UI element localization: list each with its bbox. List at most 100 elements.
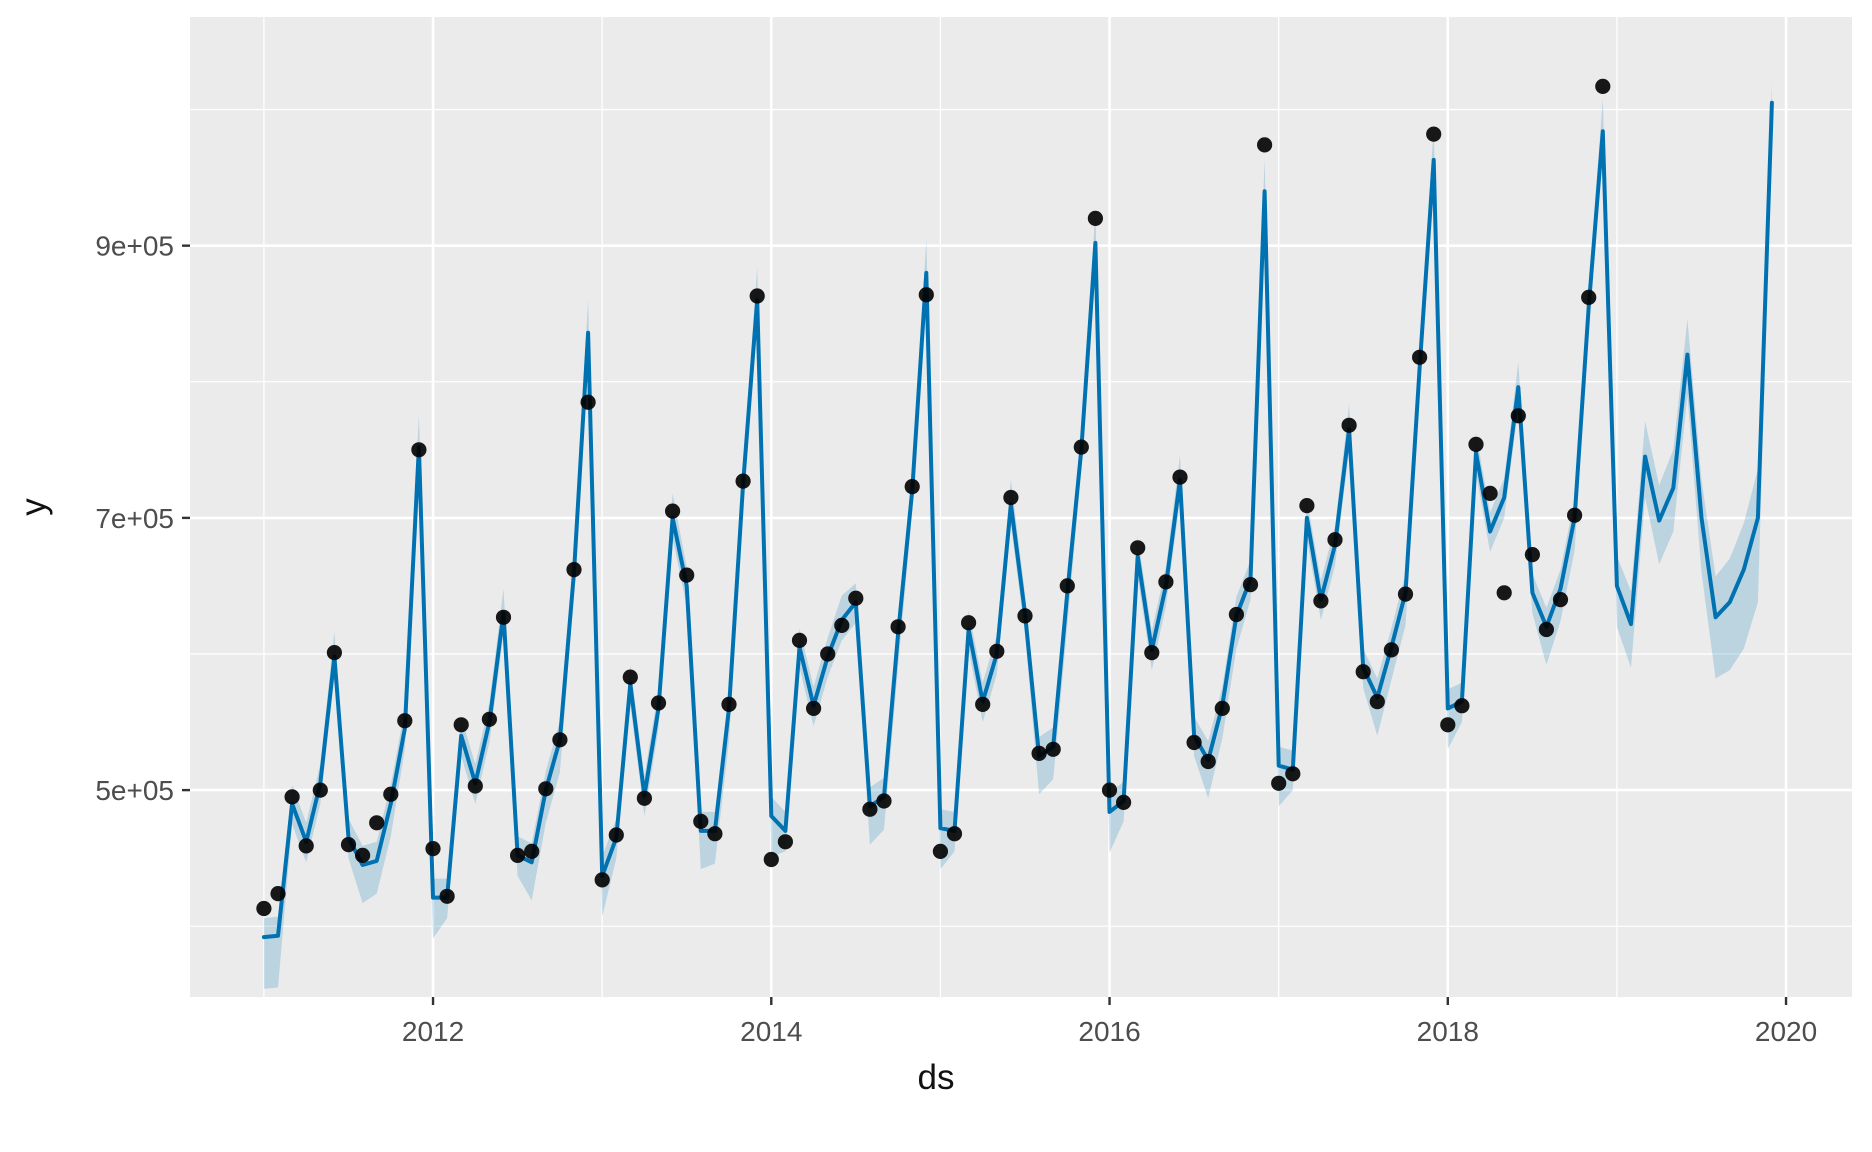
observed-point <box>1045 741 1061 757</box>
observed-point <box>721 696 737 713</box>
x-tick-label: 2018 <box>1417 1016 1479 1047</box>
observed-point <box>326 645 342 661</box>
observed-point <box>1073 439 1089 455</box>
observed-point <box>1440 717 1456 733</box>
observed-point <box>707 826 723 842</box>
observed-point <box>1200 753 1216 770</box>
observed-point <box>1299 498 1315 514</box>
observed-point <box>932 843 949 860</box>
observed-point <box>1581 289 1597 305</box>
observed-point <box>1144 645 1160 661</box>
observed-point <box>340 837 357 853</box>
observed-point <box>1017 608 1033 624</box>
observed-point <box>820 646 836 662</box>
observed-point <box>608 827 624 843</box>
observed-point <box>1426 126 1442 142</box>
observed-point <box>552 732 568 748</box>
observed-point <box>1257 137 1273 153</box>
observed-point <box>1313 593 1329 609</box>
observed-point <box>1355 664 1371 680</box>
observed-point <box>904 479 920 495</box>
observed-point <box>975 696 991 713</box>
observed-point <box>862 801 878 817</box>
observed-point <box>1327 532 1343 548</box>
x-tick-label: 2020 <box>1755 1016 1817 1047</box>
observed-point <box>1538 621 1554 638</box>
observed-point <box>411 442 427 458</box>
observed-point <box>425 841 441 857</box>
y-tick-label: 7e+05 <box>95 503 174 534</box>
observed-point <box>495 609 512 625</box>
observed-point <box>679 567 695 583</box>
observed-point <box>989 643 1005 659</box>
observed-point <box>1186 734 1202 751</box>
y-tick-label: 5e+05 <box>95 775 174 806</box>
observed-point <box>284 789 300 805</box>
observed-point <box>650 695 667 711</box>
observed-point <box>1567 507 1583 523</box>
observed-point <box>1510 408 1526 424</box>
observed-point <box>693 813 709 830</box>
observed-point <box>355 847 371 864</box>
observed-point <box>665 503 681 519</box>
observed-point <box>1158 574 1174 590</box>
observed-point <box>439 888 455 904</box>
observed-point <box>270 886 286 902</box>
x-axis-title: ds <box>917 1058 955 1097</box>
observed-point <box>481 711 497 727</box>
observed-point <box>1595 78 1611 94</box>
observed-point <box>848 590 864 606</box>
observed-point <box>777 834 794 850</box>
observed-point <box>1242 577 1259 593</box>
observed-point <box>1214 700 1230 717</box>
y-axis-title: y <box>14 498 53 516</box>
observed-point <box>298 838 314 854</box>
observed-point <box>806 700 822 717</box>
observed-point <box>961 615 977 631</box>
observed-point <box>383 786 399 802</box>
observed-point <box>538 781 554 797</box>
observed-point <box>594 872 610 888</box>
x-tick-label: 2012 <box>402 1016 464 1047</box>
observed-point <box>1285 766 1301 782</box>
observed-point <box>1552 592 1569 608</box>
observed-point <box>763 851 779 868</box>
observed-point <box>890 619 906 635</box>
observed-point <box>1059 578 1075 594</box>
observed-point <box>1172 469 1188 485</box>
observed-point <box>1116 794 1132 811</box>
observed-point <box>397 713 413 729</box>
observed-point <box>735 473 751 489</box>
observed-point <box>1369 694 1385 710</box>
observed-point <box>1003 489 1019 506</box>
observed-point <box>566 562 582 578</box>
observed-point <box>1468 436 1484 452</box>
observed-point <box>312 782 328 798</box>
observed-point <box>1383 642 1399 658</box>
x-tick-label: 2014 <box>740 1016 802 1047</box>
observed-point <box>1031 745 1047 762</box>
observed-point <box>580 394 596 410</box>
observed-point <box>834 617 850 634</box>
observed-point <box>1524 547 1540 563</box>
observed-point <box>1101 782 1118 798</box>
observed-point <box>1412 349 1428 365</box>
observed-point <box>622 669 638 685</box>
observed-point <box>1482 485 1498 501</box>
observed-point <box>1271 775 1287 791</box>
observed-point <box>791 632 808 649</box>
observed-point <box>524 843 540 860</box>
observed-point <box>1087 210 1103 226</box>
observed-point <box>946 826 963 842</box>
observed-point <box>1130 540 1146 556</box>
observed-point <box>1341 417 1357 433</box>
observed-point <box>453 717 469 733</box>
observed-point <box>749 288 765 304</box>
observed-point <box>256 900 272 917</box>
observed-point <box>636 790 653 806</box>
observed-point <box>1454 698 1470 714</box>
observed-point <box>369 815 385 831</box>
observed-point <box>509 847 526 864</box>
